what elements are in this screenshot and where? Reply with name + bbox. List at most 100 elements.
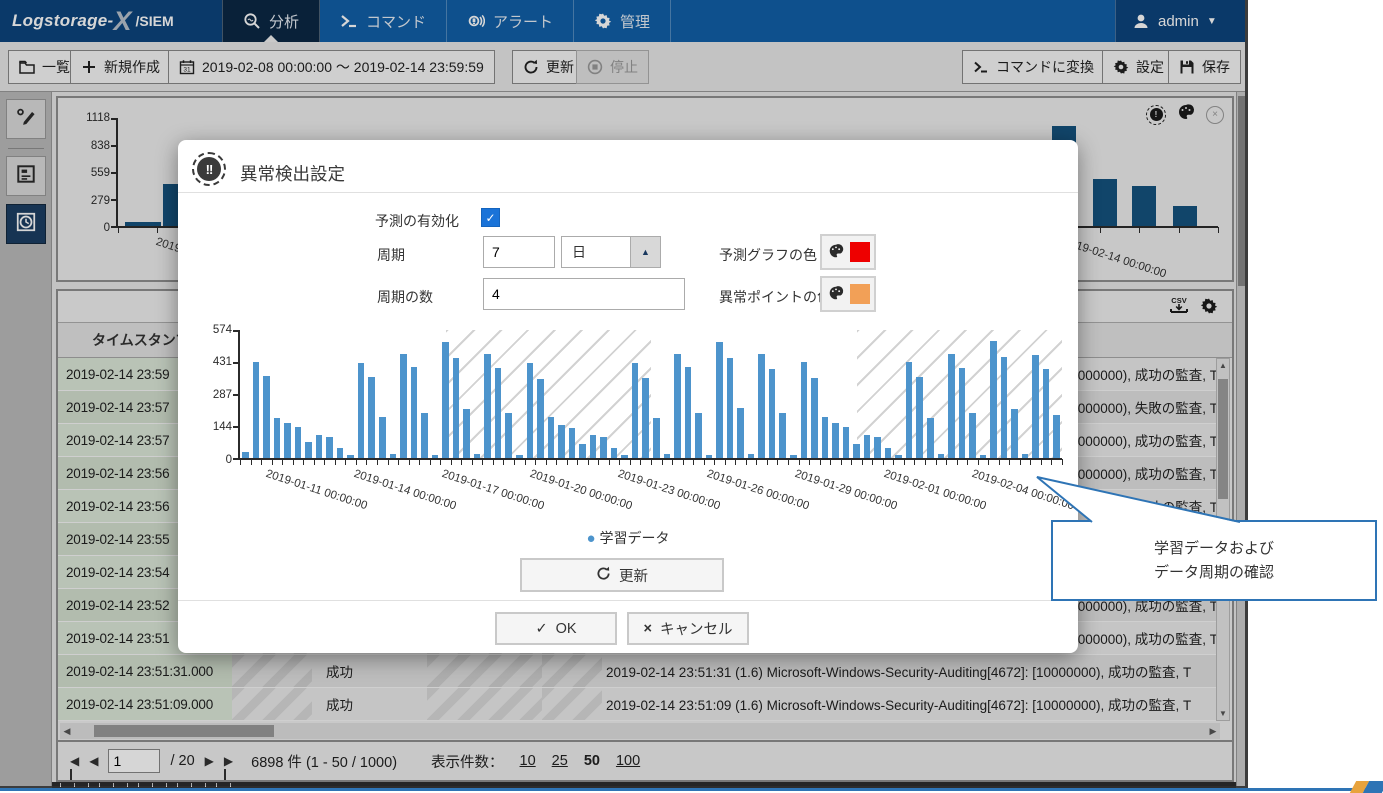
page-size-100[interactable]: 100 — [615, 753, 641, 769]
x-tick-mark — [629, 459, 631, 465]
report-form-button[interactable] — [6, 156, 46, 196]
bar — [832, 423, 839, 458]
table-horizontal-scrollbar[interactable]: ◀ ▶ — [60, 723, 1220, 739]
bar — [1172, 206, 1198, 226]
timeline-tick — [99, 783, 100, 787]
y-tick-mark — [233, 394, 239, 396]
training-data-chart[interactable]: 574 431 287 144 0 2019-01-11 00:00:00 2019-01… — [188, 318, 1076, 528]
bar — [747, 453, 755, 458]
prev-page-button[interactable]: ◀ — [89, 754, 99, 768]
scrollbar-thumb[interactable] — [1218, 379, 1228, 499]
bar — [779, 413, 786, 458]
tab-alert[interactable]: アラート — [447, 0, 575, 42]
cancel-button[interactable]: × キャンセル — [627, 612, 749, 645]
last-page-button[interactable]: ▶ — [223, 754, 233, 780]
floppy-save-icon — [1179, 59, 1195, 75]
bar — [368, 376, 375, 458]
bar — [579, 443, 586, 458]
csv-download-icon[interactable]: CSV — [1168, 296, 1190, 321]
user-menu[interactable]: admin ▼ — [1115, 0, 1245, 42]
create-new-button[interactable]: 新規作成 — [70, 50, 171, 84]
cell-hatched — [232, 688, 312, 720]
history-clock-button[interactable] — [6, 204, 46, 244]
bar — [800, 362, 808, 458]
tab-admin[interactable]: 管理 — [574, 0, 672, 42]
prediction-color-picker[interactable] — [820, 234, 876, 270]
period-unit-select[interactable]: 日 ▲ — [561, 236, 661, 268]
bar — [684, 366, 692, 458]
x-tick-mark — [1218, 227, 1219, 233]
cell-message: 0000000), 失敗の監査, T — [602, 391, 1220, 423]
x-tick-mark — [419, 459, 421, 465]
timeline-tick — [177, 783, 178, 787]
refresh-button[interactable]: 更新 — [512, 50, 585, 84]
app-scrollbar-thumb[interactable] — [1238, 96, 1245, 286]
table-row[interactable]: 2019-02-14 23:51:31.000 成功 2019-02-14 23:5… — [58, 655, 1220, 688]
tab-command[interactable]: コマンド — [320, 0, 448, 42]
table-row[interactable]: 2019-02-14 23:51:09.000 成功 2019-02-14 23:5… — [58, 688, 1220, 721]
bar — [326, 436, 333, 458]
scroll-right-icon[interactable]: ▶ — [1209, 725, 1217, 736]
y-tick-mark — [111, 199, 117, 202]
timeline-tick — [138, 783, 139, 787]
top-navbar: Logstorage- X /SIEM 分析 コマンド — [0, 0, 1245, 42]
bar — [948, 354, 955, 458]
x-tick-mark — [376, 459, 378, 465]
cell-timestamp: 2019-02-14 23:51:09.000 — [58, 688, 232, 720]
x-tick-mark — [703, 459, 705, 465]
page-size-50[interactable]: 50 — [583, 753, 600, 769]
hscrollbar-thumb[interactable] — [94, 725, 274, 737]
bar — [473, 453, 481, 458]
page-size-25[interactable]: 25 — [551, 753, 568, 769]
save-button[interactable]: 保存 — [1168, 50, 1241, 84]
ok-button[interactable]: ✓ OK — [495, 612, 617, 645]
x-tick-mark — [282, 459, 284, 465]
bar — [884, 447, 892, 458]
chart-refresh-button[interactable]: 更新 — [520, 558, 724, 592]
date-range-button[interactable]: 31 2019-02-08 00:00:00 ～ 2019-02-14 23:5… — [168, 50, 495, 84]
prediction-color-swatch — [849, 242, 870, 262]
tab-analysis-label: 分析 — [269, 13, 300, 31]
palette-icon[interactable] — [1176, 102, 1196, 127]
enable-prediction-checkbox[interactable]: ✓ — [481, 208, 500, 227]
x-tick-mark — [303, 459, 305, 465]
y-tick-label: 0 — [225, 454, 232, 466]
convert-to-command-button[interactable]: コマンドに変換 — [962, 50, 1105, 84]
x-tick-mark — [1030, 459, 1032, 465]
app-vertical-scrollbar[interactable] — [1236, 92, 1245, 786]
x-tick-mark — [450, 459, 452, 465]
page-size-10[interactable]: 10 — [519, 753, 536, 769]
cycle-count-input[interactable] — [483, 278, 685, 310]
bar — [547, 416, 555, 458]
first-page-button[interactable]: ◀ — [70, 754, 79, 780]
next-page-button[interactable]: ▶ — [204, 754, 214, 768]
settings-button[interactable]: 設定 — [1102, 50, 1175, 84]
logo-x-glyph: X — [113, 5, 132, 36]
bar — [526, 363, 534, 458]
scroll-left-icon[interactable]: ◀ — [63, 725, 71, 736]
y-tick-mark — [111, 145, 117, 148]
edit-query-button[interactable] — [6, 99, 46, 139]
legend-dot-icon: ● — [586, 530, 596, 547]
svg-text:31: 31 — [183, 67, 191, 74]
bar — [379, 416, 386, 458]
x-tick-mark — [503, 459, 505, 465]
x-tick-mark — [714, 459, 716, 465]
scroll-up-icon[interactable]: ▲ — [1219, 361, 1227, 370]
callout-line1: 学習データおよび — [1153, 540, 1274, 558]
stop-button[interactable]: 停止 — [576, 50, 649, 84]
anomaly-color-picker[interactable] — [820, 276, 876, 312]
page-number-input[interactable] — [108, 749, 161, 773]
list-button[interactable]: 一覧 — [8, 50, 81, 84]
period-input[interactable] — [483, 236, 555, 268]
anomaly-detection-icon[interactable]: ! — [1146, 104, 1166, 125]
bar — [558, 424, 565, 458]
reset-zoom-icon[interactable]: × — [1206, 105, 1224, 124]
tab-analysis[interactable]: 分析 — [222, 0, 321, 42]
timestamp-column-header[interactable]: タイムスタンプ — [92, 332, 190, 348]
gear-icon — [1113, 59, 1129, 75]
plus-icon — [81, 59, 97, 75]
scroll-down-icon[interactable]: ▼ — [1219, 709, 1227, 718]
message-tail: 0000000), 成功の監査, T — [1070, 632, 1218, 647]
table-settings-gear-icon[interactable] — [1200, 297, 1218, 320]
